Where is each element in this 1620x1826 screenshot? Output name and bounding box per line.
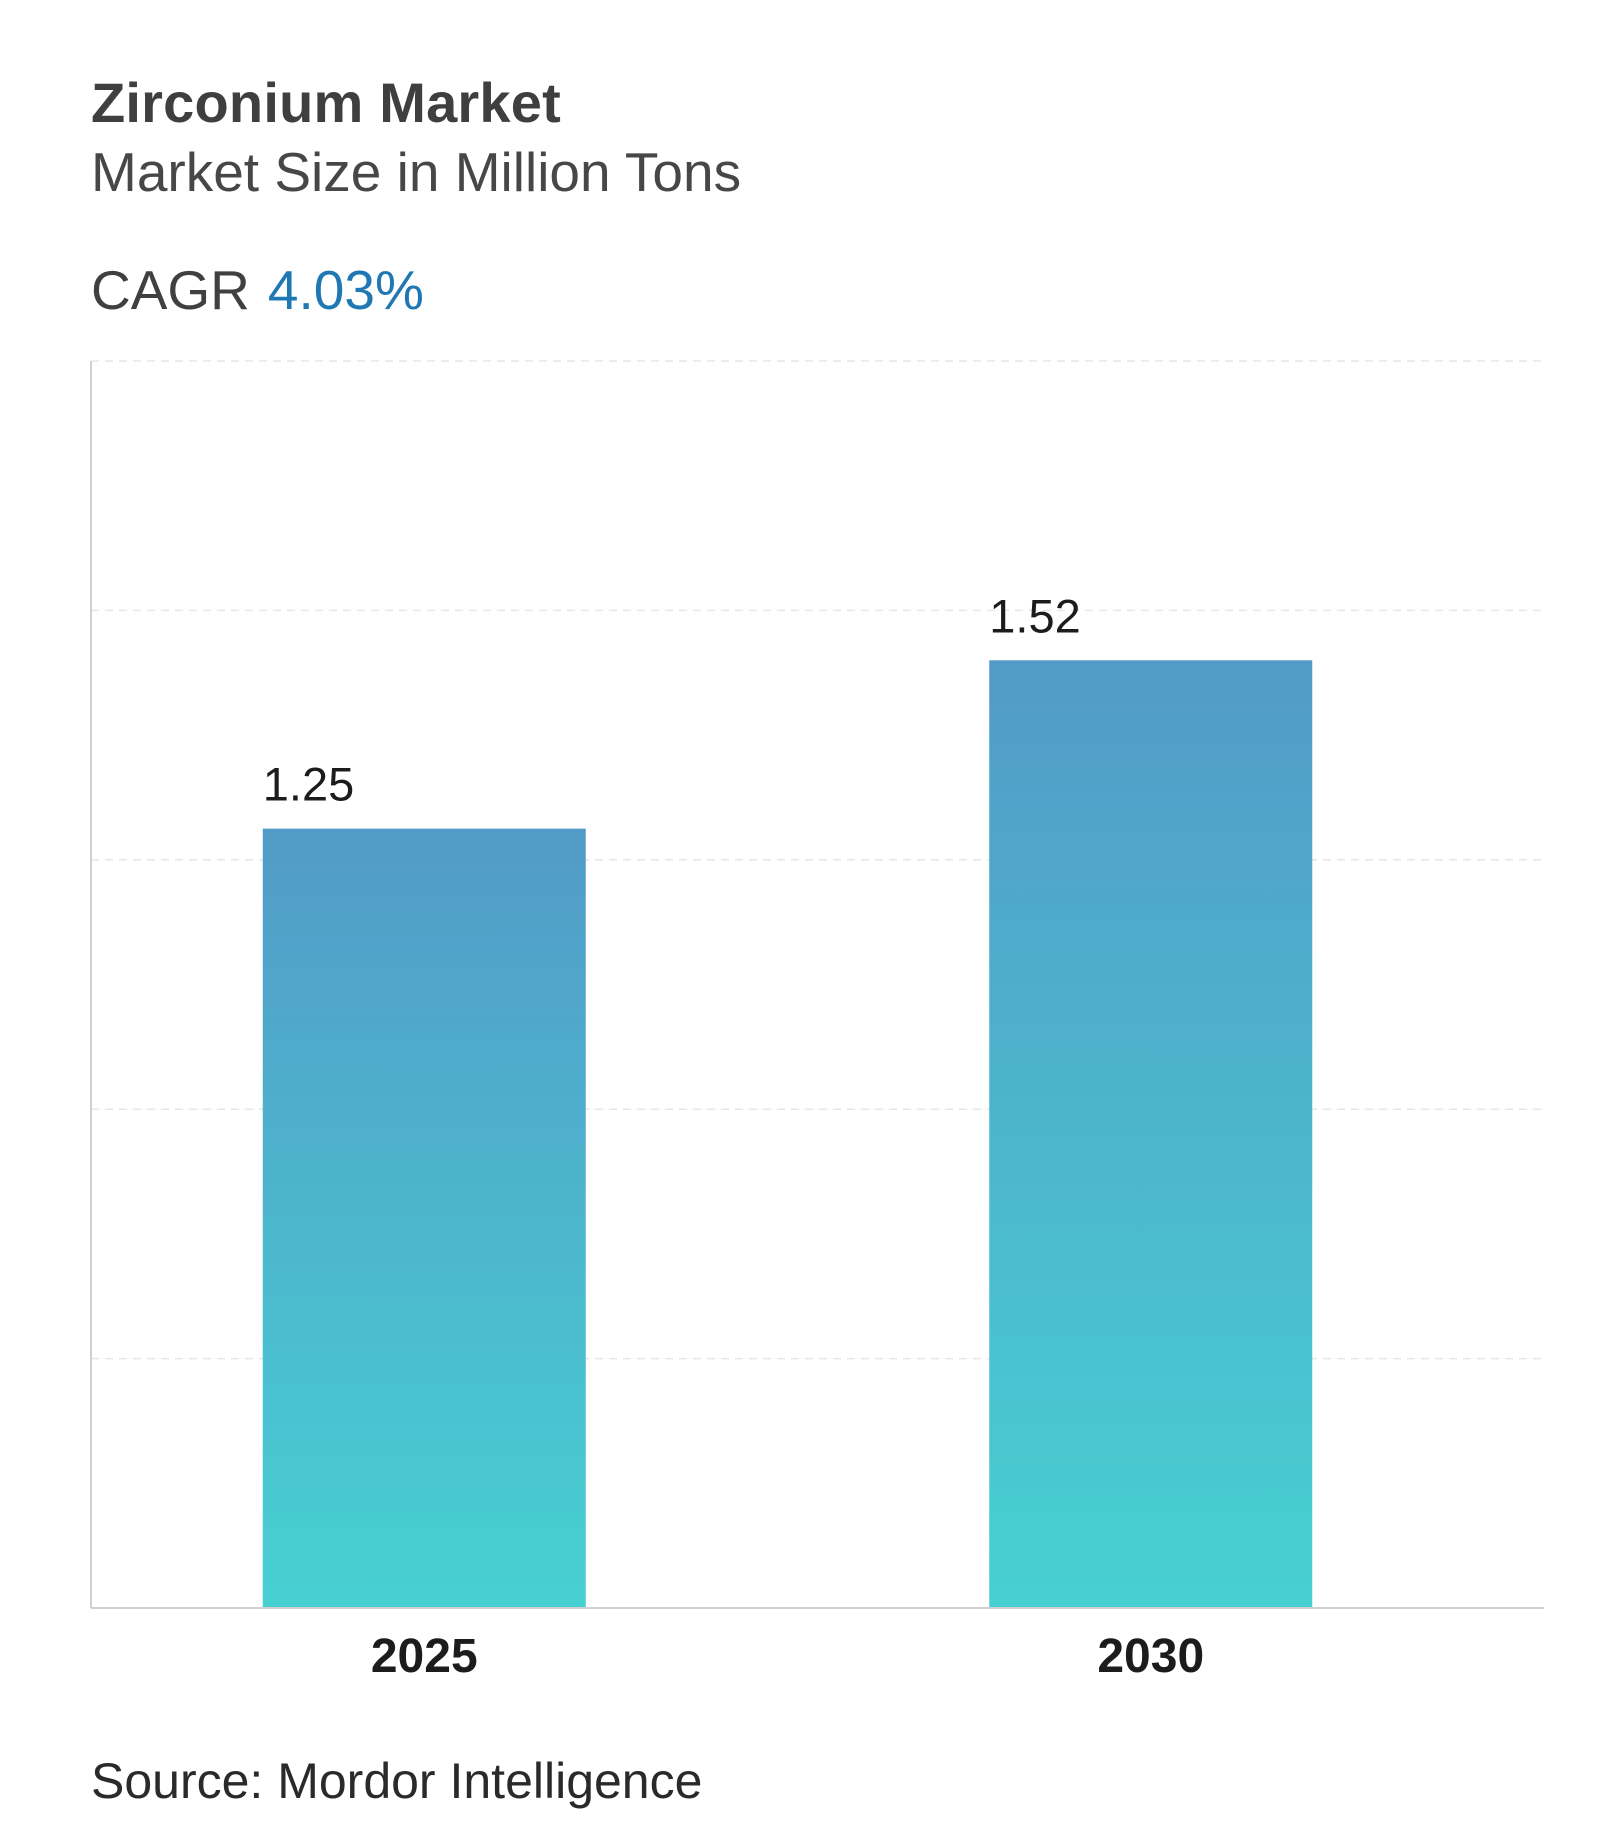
cagr-value: 4.03% (267, 259, 424, 321)
x-tick-2030: 2030 (1097, 1630, 1204, 1683)
source-note: Source: Mordor Intelligence (91, 1753, 703, 1809)
axes (90, 361, 1544, 1609)
chart-title: Zirconium Market (91, 71, 561, 134)
x-tick-labels: 2025 2030 (371, 1630, 1204, 1683)
value-label-2030: 1.52 (989, 589, 1080, 642)
bar-2030 (989, 660, 1313, 1608)
value-label-2025: 1.25 (263, 758, 354, 811)
cagr-line: CAGR 4.03% (91, 258, 424, 322)
x-tick-2025: 2025 (371, 1630, 478, 1683)
bars (262, 660, 1313, 1608)
chart-subtitle: Market Size in Million Tons (91, 141, 742, 203)
value-labels: 1.25 1.52 (263, 589, 1081, 810)
bar-2025 (262, 828, 586, 1608)
cagr-label: CAGR (91, 259, 250, 321)
